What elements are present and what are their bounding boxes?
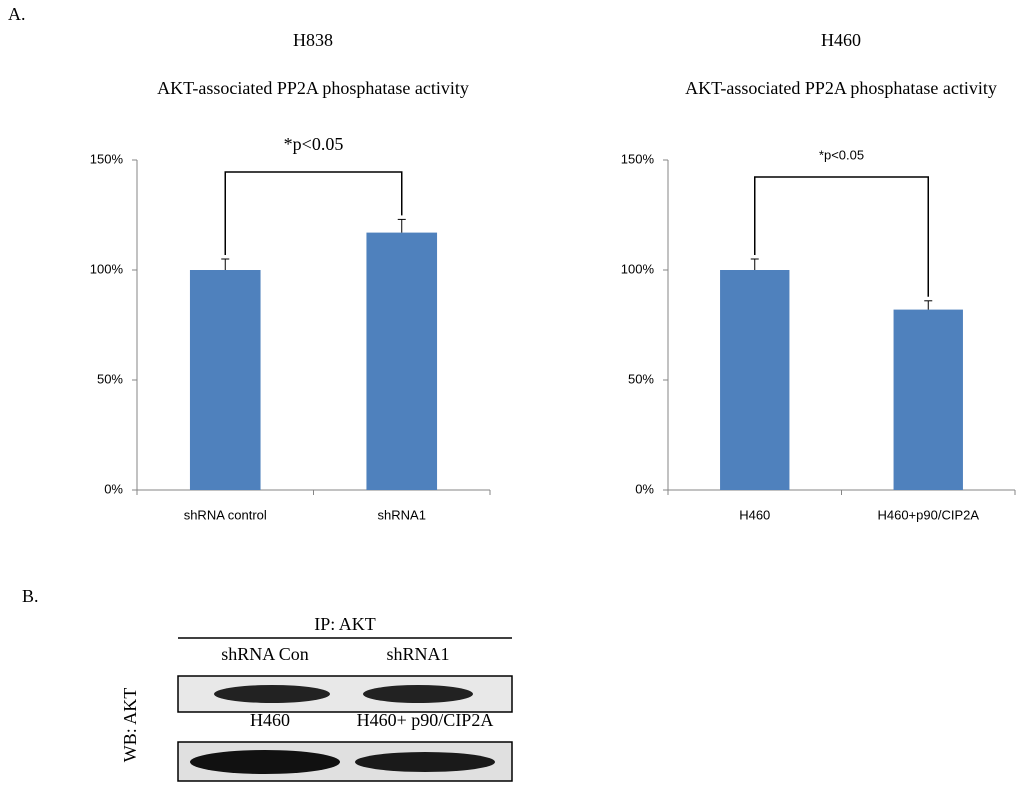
band xyxy=(355,752,495,772)
bar xyxy=(190,270,261,490)
y-tick-label: 50% xyxy=(97,371,123,386)
annotation: *p<0.05 xyxy=(819,147,864,162)
y-tick-label: 50% xyxy=(628,371,654,386)
panel-label: B. xyxy=(22,586,39,606)
y-tick-label: 0% xyxy=(635,481,654,496)
y-tick-label: 100% xyxy=(621,261,655,276)
western-blot: IP: AKT shRNA Con shRNA1 H460 H460+ p90/… xyxy=(120,614,512,781)
y-tick-label: 100% xyxy=(90,261,124,276)
chart-title: H838 xyxy=(293,30,333,50)
panel-label: A. xyxy=(8,4,26,24)
chart-subtitle: AKT-associated PP2A phosphatase activity xyxy=(157,78,469,98)
y-tick-label: 0% xyxy=(104,481,123,496)
bar xyxy=(894,310,963,490)
y-tick-label: 150% xyxy=(621,151,655,166)
band xyxy=(363,685,473,703)
band xyxy=(190,750,340,774)
band xyxy=(214,685,330,703)
chart-title: H460 xyxy=(821,30,861,50)
lane-label: shRNA1 xyxy=(386,644,449,664)
y-tick-label: 150% xyxy=(90,151,124,166)
x-tick-label: shRNA control xyxy=(184,507,267,522)
chart-subtitle: AKT-associated PP2A phosphatase activity xyxy=(685,78,997,98)
row-label: WB: AKT xyxy=(120,688,140,763)
lane-label: H460 xyxy=(250,710,290,730)
figure: A. B. IP: AKT shRNA Con shRNA1 H460 H460… xyxy=(0,0,1036,795)
x-tick-label: H460 xyxy=(739,507,770,522)
bar xyxy=(720,270,789,490)
x-tick-label: H460+p90/CIP2A xyxy=(877,507,979,522)
annotation: *p<0.05 xyxy=(284,134,344,154)
bar xyxy=(366,233,437,490)
blot-header: IP: AKT xyxy=(314,614,376,634)
lane-label: shRNA Con xyxy=(221,644,309,664)
x-tick-label: shRNA1 xyxy=(378,507,426,522)
lane-label: H460+ p90/CIP2A xyxy=(357,710,494,730)
